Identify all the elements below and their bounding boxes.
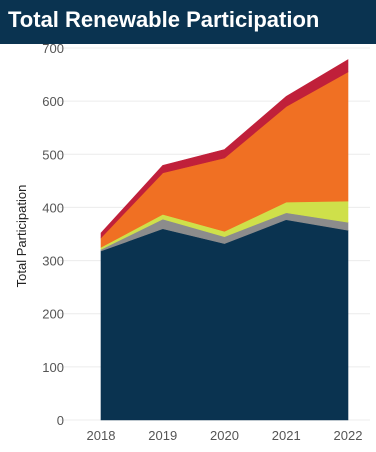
y-tick-label: 0 (57, 413, 64, 428)
y-tick-label: 500 (42, 147, 64, 162)
area-series (100, 59, 349, 421)
y-tick-label: 200 (42, 307, 64, 322)
chart-title: Total Renewable Participation (8, 7, 320, 32)
x-tick-labels: 2018 2019 2020 2021 2022 (87, 428, 363, 443)
x-tick-label: 2018 (87, 428, 116, 443)
title-bar: Total Renewable Participation (0, 0, 376, 44)
area-series-band (100, 219, 349, 421)
area-series-band (100, 59, 349, 239)
x-tick-label: 2021 (272, 428, 301, 443)
y-tick-label: 100 (42, 360, 64, 375)
x-tick-label: 2019 (148, 428, 177, 443)
y-tick-labels: 0 100 200 300 400 500 600 700 (42, 41, 64, 428)
x-tick-label: 2022 (334, 428, 363, 443)
y-tick-label: 700 (42, 41, 64, 56)
y-tick-label: 300 (42, 254, 64, 269)
y-tick-label: 600 (42, 94, 64, 109)
y-axis-label: Total Participation (14, 185, 29, 288)
x-tick-label: 2020 (210, 428, 239, 443)
y-tick-label: 400 (42, 200, 64, 215)
